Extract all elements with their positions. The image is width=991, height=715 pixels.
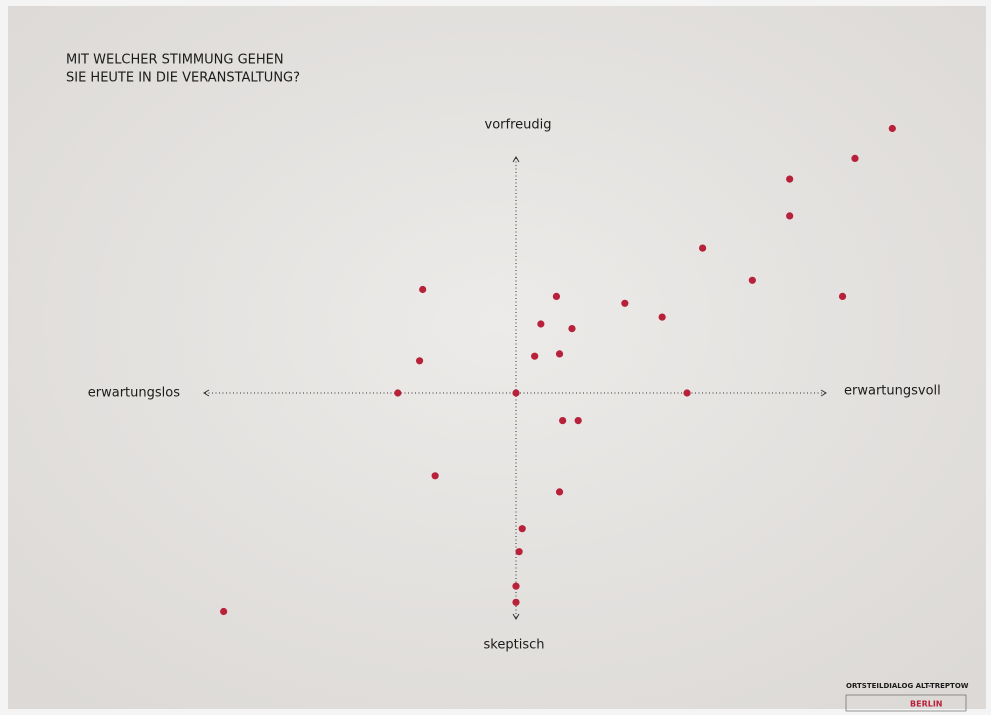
dot bbox=[568, 325, 576, 333]
dot bbox=[786, 212, 794, 220]
arrow-heads bbox=[203, 156, 827, 620]
dot bbox=[559, 417, 567, 425]
dot bbox=[658, 313, 666, 321]
dot bbox=[786, 175, 794, 183]
dots bbox=[220, 124, 896, 616]
dot bbox=[512, 598, 520, 606]
dot bbox=[683, 389, 691, 397]
dot bbox=[555, 350, 564, 358]
dot bbox=[552, 292, 561, 300]
title-line: MIT WELCHER STIMMUNG GEHEN bbox=[66, 53, 284, 68]
dot bbox=[394, 389, 402, 397]
dot bbox=[748, 276, 756, 284]
dot bbox=[415, 357, 424, 365]
dot bbox=[431, 472, 439, 480]
dot bbox=[888, 124, 896, 133]
dot bbox=[851, 154, 859, 162]
dot bbox=[220, 607, 228, 616]
dot bbox=[518, 525, 526, 533]
dot bbox=[699, 244, 707, 252]
y-top-label: vorfreudig bbox=[485, 118, 552, 133]
title-line: SIE HEUTE IN DIE VERANSTALTUNG? bbox=[66, 71, 300, 86]
dot bbox=[621, 299, 629, 307]
dot bbox=[537, 320, 545, 328]
footer-logo: BERLIN bbox=[910, 700, 943, 709]
logo-box bbox=[845, 694, 967, 712]
y-bottom-label: skeptisch bbox=[484, 638, 545, 653]
dot bbox=[419, 285, 427, 294]
dot bbox=[574, 417, 582, 425]
footer: ORTSTEILDIALOG ALT-TREPTOW bbox=[846, 682, 969, 690]
dot bbox=[515, 548, 523, 556]
dot bbox=[555, 488, 564, 496]
dot bbox=[838, 292, 847, 300]
dot bbox=[531, 352, 539, 360]
paper bbox=[8, 6, 986, 709]
x-left-label: erwartungslos bbox=[88, 386, 180, 401]
x-right-label: erwartungsvoll bbox=[844, 384, 941, 399]
dot bbox=[512, 389, 520, 397]
dot bbox=[512, 582, 520, 590]
